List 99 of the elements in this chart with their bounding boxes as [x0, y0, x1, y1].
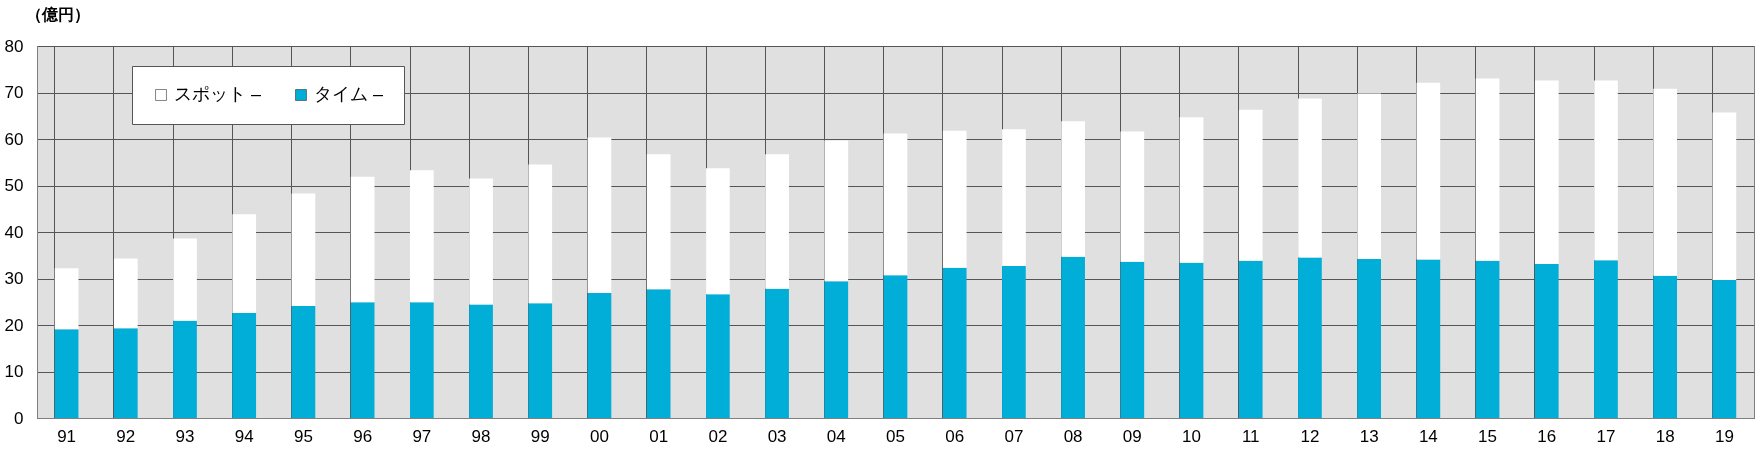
bar: [646, 154, 671, 290]
bar: [1712, 279, 1737, 418]
bar: [1238, 109, 1263, 261]
bar: [1475, 260, 1500, 418]
bar: [765, 288, 789, 418]
bar: [1120, 261, 1145, 418]
x-tick-label: 99: [530, 426, 550, 446]
bar: [1120, 131, 1145, 262]
x-tick-label: 13: [1359, 426, 1379, 446]
y-tick-label: 10: [4, 362, 24, 381]
bar: [291, 305, 316, 418]
y-tick-label: 70: [4, 83, 24, 102]
bar: [1712, 112, 1737, 280]
bar: [113, 258, 138, 329]
bar: [587, 292, 612, 418]
x-tick-label: 12: [1300, 426, 1320, 446]
x-tick-label: 98: [471, 426, 491, 446]
legend-label: スポット –: [174, 84, 262, 104]
legend-label: タイム –: [314, 84, 384, 104]
y-tick-label: 80: [4, 36, 24, 56]
x-tick-label: 08: [1063, 426, 1083, 446]
bar: [883, 275, 908, 418]
bar: [232, 312, 257, 418]
y-tick-label: 50: [4, 176, 24, 195]
y-axis-title: （億円）: [25, 5, 90, 24]
x-tick-label: 93: [175, 426, 195, 446]
bar: [410, 302, 434, 418]
bar: [469, 304, 493, 418]
y-tick-label: 20: [4, 315, 24, 335]
x-tick-label: 19: [1714, 426, 1734, 446]
x-tick-label: 11: [1241, 426, 1260, 446]
bar: [824, 140, 849, 282]
bar: [706, 168, 730, 295]
x-tick-label: 91: [57, 426, 77, 446]
x-tick-label: 00: [590, 426, 609, 446]
x-tick-label: 04: [826, 426, 846, 446]
bar: [1534, 264, 1559, 418]
x-tick-label: 05: [886, 426, 905, 446]
x-tick-label: 15: [1478, 426, 1498, 446]
bar: [469, 178, 493, 305]
x-tick-label: 01: [649, 426, 669, 446]
bar: [1594, 80, 1618, 261]
bar: [350, 302, 375, 418]
bar: [1179, 117, 1204, 263]
bar: [1061, 256, 1085, 418]
x-tick-label: 16: [1537, 426, 1557, 446]
y-tick-label: 60: [4, 129, 24, 149]
x-tick-label: 02: [708, 426, 728, 446]
x-tick-label: 09: [1122, 426, 1142, 446]
bar: [1416, 259, 1441, 418]
bar: [587, 137, 612, 293]
bar: [824, 281, 849, 418]
bar: [883, 133, 908, 276]
x-tick-label: 96: [353, 426, 373, 446]
bar: [173, 320, 197, 418]
bar: [410, 170, 434, 303]
bar: [646, 289, 671, 418]
bar: [1298, 98, 1322, 258]
bar: [1416, 82, 1441, 260]
bar: [291, 193, 316, 306]
bar: [706, 294, 730, 418]
x-tick-label: 07: [1004, 426, 1024, 446]
bar: [1534, 80, 1559, 265]
bar: [1002, 265, 1026, 418]
x-tick-label: 14: [1418, 426, 1438, 446]
bar: [1653, 275, 1678, 418]
x-tick-label: 10: [1182, 426, 1201, 446]
bar: [173, 238, 197, 321]
y-tick-label: 0: [14, 408, 24, 428]
x-tick-label: 92: [116, 426, 136, 446]
x-tick-label: 94: [234, 426, 254, 446]
x-tick-label: 06: [945, 426, 965, 446]
bar: [942, 130, 967, 268]
x-tick-label: 17: [1596, 426, 1616, 446]
bar: [1002, 129, 1026, 266]
x-tick-label: 18: [1655, 426, 1675, 446]
bar: [765, 154, 789, 289]
bar: [942, 267, 967, 418]
bar: [1594, 260, 1618, 418]
bar: [54, 268, 79, 330]
bar: [528, 303, 553, 418]
bar: [1475, 78, 1500, 261]
bar: [1179, 262, 1204, 418]
bar: [1061, 121, 1085, 257]
bar: [113, 328, 138, 418]
bar: [528, 164, 553, 304]
y-tick-label: 30: [4, 269, 24, 288]
bar: [350, 176, 375, 303]
x-tick-label: 97: [412, 426, 432, 446]
bar: [232, 214, 257, 313]
bar: [1653, 88, 1678, 276]
bar: [1298, 257, 1322, 418]
bar: [1357, 93, 1381, 259]
x-tick-label: 95: [293, 426, 313, 446]
bar: [1238, 260, 1263, 418]
x-tick-label: 03: [767, 426, 787, 446]
bar: [1357, 258, 1381, 418]
y-tick-label: 40: [4, 222, 24, 242]
bar: [54, 329, 79, 418]
